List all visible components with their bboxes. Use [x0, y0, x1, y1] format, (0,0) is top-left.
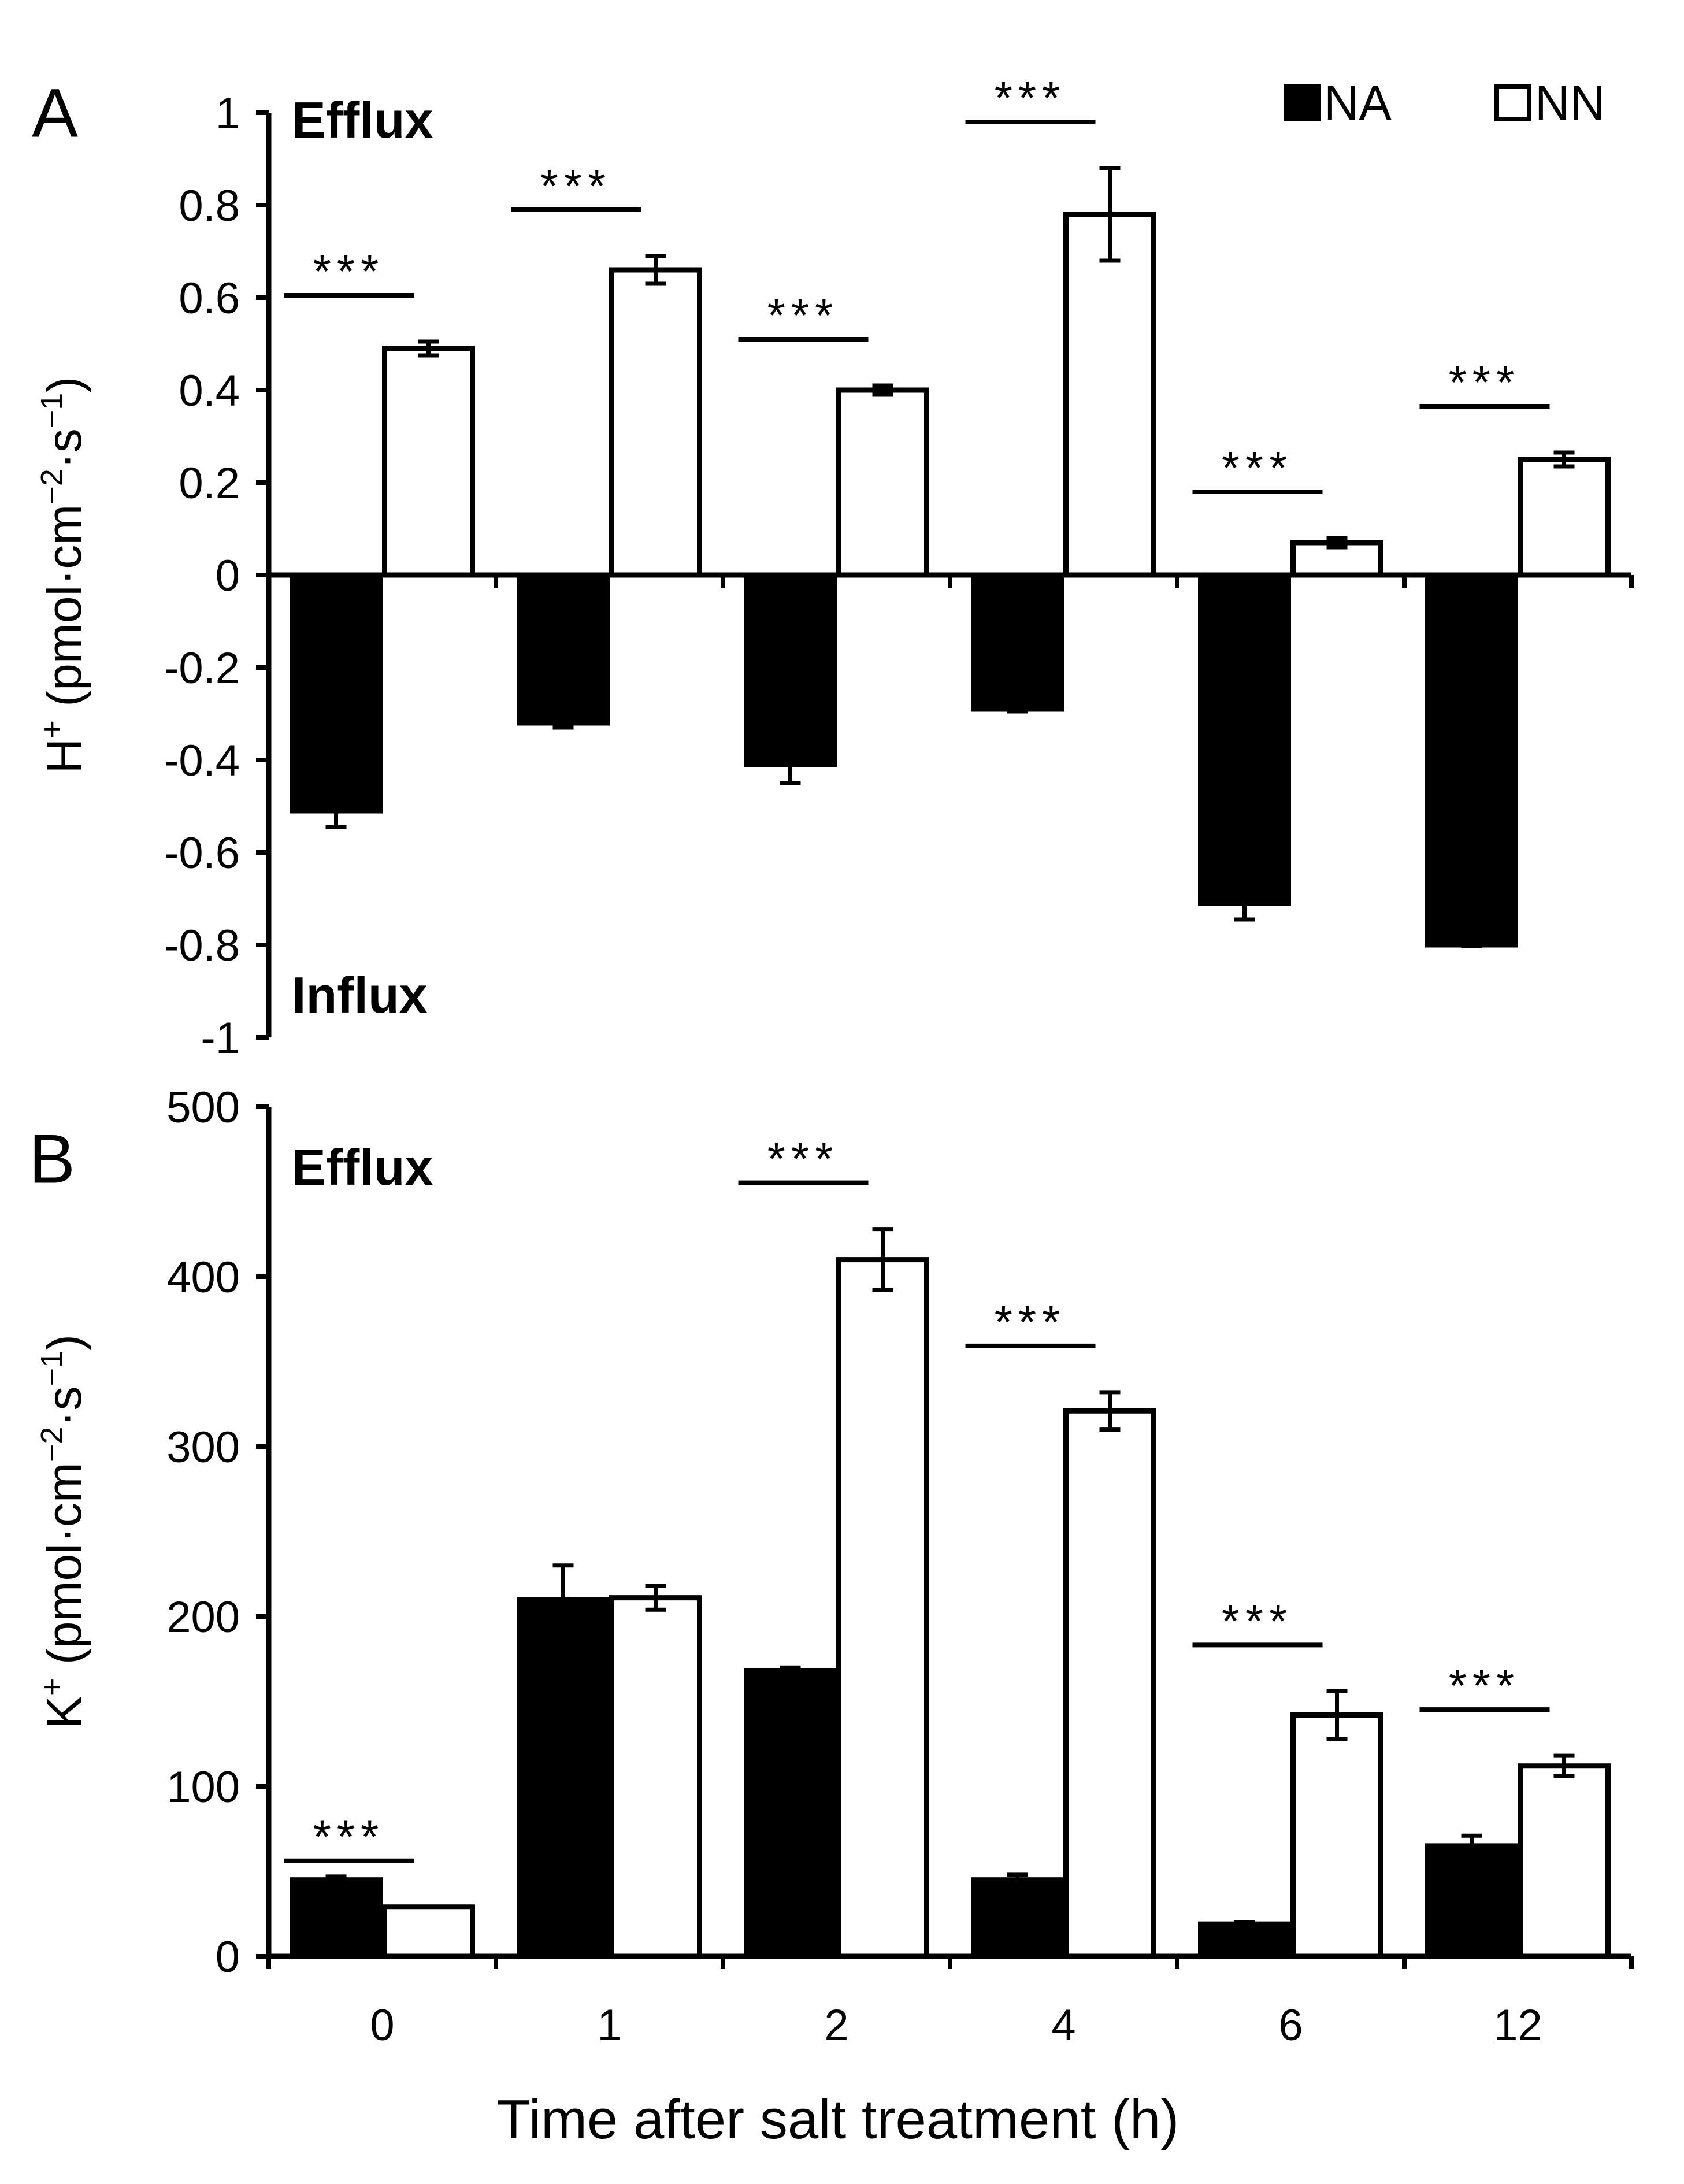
x-axis-title: Time after salt treatment (h)	[497, 2089, 1179, 2150]
bar-NN-12	[1518, 457, 1611, 578]
annotation-efflux: Efflux	[292, 91, 433, 149]
legend: NA NN	[1284, 76, 1605, 130]
y-tick-label: 200	[166, 1593, 240, 1642]
x-tick-label: 0	[370, 2001, 394, 2050]
bar-NN-2	[836, 1257, 929, 1959]
legend-label-NN: NN	[1535, 76, 1605, 130]
x-tick-label: 1	[597, 2001, 621, 2050]
y-tick-label: 500	[166, 1083, 240, 1132]
bar-NA-6	[1198, 572, 1291, 906]
significance-stars: ***	[540, 160, 611, 212]
bar-NN-1	[609, 267, 702, 578]
y-tick-label: 0.6	[179, 274, 240, 323]
bar-NN-0	[382, 1904, 475, 1959]
bar-NA-0	[290, 572, 383, 814]
bar-NA-1	[517, 1597, 610, 1959]
annotation-efflux: Efflux	[292, 1139, 433, 1196]
bar-NA-4	[971, 1877, 1064, 1959]
bar-NA-4	[971, 572, 1064, 712]
annotation-influx: Influx	[292, 966, 428, 1024]
significance-stars: ***	[995, 72, 1066, 124]
y-tick-label: -0.6	[164, 829, 240, 878]
significance-stars: ***	[1222, 1595, 1293, 1647]
bar-NN-4	[1063, 212, 1156, 578]
legend-label-NA: NA	[1324, 76, 1392, 130]
bar-NN-6	[1290, 1712, 1383, 1959]
significance-stars: ***	[1222, 442, 1293, 494]
panel-B: B 500 400 300 200 100 0 K+ (pmol·cm−2·s−1) *** 0 1…	[29, 1083, 1634, 2150]
x-tick-label: 6	[1278, 2001, 1303, 2050]
bar-NA-12	[1425, 572, 1518, 948]
panel-letter-A: A	[32, 74, 78, 151]
y-tick-label: -1	[201, 1014, 240, 1063]
y-tick-label: -0.4	[164, 736, 240, 785]
x-tick-label: 4	[1051, 2001, 1075, 2050]
legend-swatch-NN	[1494, 84, 1531, 121]
significance-stars: ***	[313, 246, 384, 297]
x-tick-label: 12	[1493, 2001, 1542, 2050]
y-tick-label: 0.2	[179, 459, 240, 508]
y-tick-label: 1	[216, 89, 240, 138]
y-tick-label: 400	[166, 1253, 240, 1302]
significance-stars: ***	[1449, 357, 1520, 408]
y-tick-label: 0	[216, 551, 240, 600]
significance-stars: ***	[313, 1811, 384, 1863]
bar-NA-1	[517, 572, 610, 726]
y-tick-label: 300	[166, 1423, 240, 1472]
panel-letter-B: B	[29, 1120, 75, 1197]
significance-stars: ***	[1449, 1660, 1520, 1711]
bar-NA-0	[290, 1877, 383, 1959]
bar-NA-2	[744, 1668, 837, 1959]
panel-A: A 1 0.8 0.6 0.4 0.2 0 -0.2 -0.4 -0.6 -0.8 -1 H+ (pmo…	[32, 72, 1634, 1063]
bar-NN-12	[1518, 1763, 1611, 1959]
bar-NN-1	[609, 1595, 702, 1959]
significance-stars: ***	[767, 290, 839, 341]
bar-NA-6	[1198, 1921, 1291, 1959]
bar-NN-2	[836, 387, 929, 578]
y-tick-label: -0.8	[164, 921, 240, 970]
y-axis-title: H+ (pmol·cm−2·s−1)	[35, 377, 91, 774]
y-tick-label: 0.8	[179, 181, 240, 231]
bar-NA-12	[1425, 1843, 1518, 1959]
y-axis-title: K+ (pmol·cm−2·s−1)	[35, 1334, 91, 1729]
y-tick-label: -0.2	[164, 644, 240, 693]
bar-NN-4	[1063, 1408, 1156, 1959]
y-tick-label: 100	[166, 1763, 240, 1812]
legend-swatch-NA	[1284, 84, 1321, 121]
significance-stars: ***	[767, 1133, 839, 1185]
x-tick-label: 2	[824, 2001, 848, 2050]
bar-NN-0	[382, 346, 475, 578]
y-tick-label: 0.4	[179, 366, 240, 416]
bar-NA-2	[744, 572, 837, 767]
significance-stars: ***	[995, 1296, 1066, 1348]
y-tick-label: 0	[216, 1933, 240, 1982]
